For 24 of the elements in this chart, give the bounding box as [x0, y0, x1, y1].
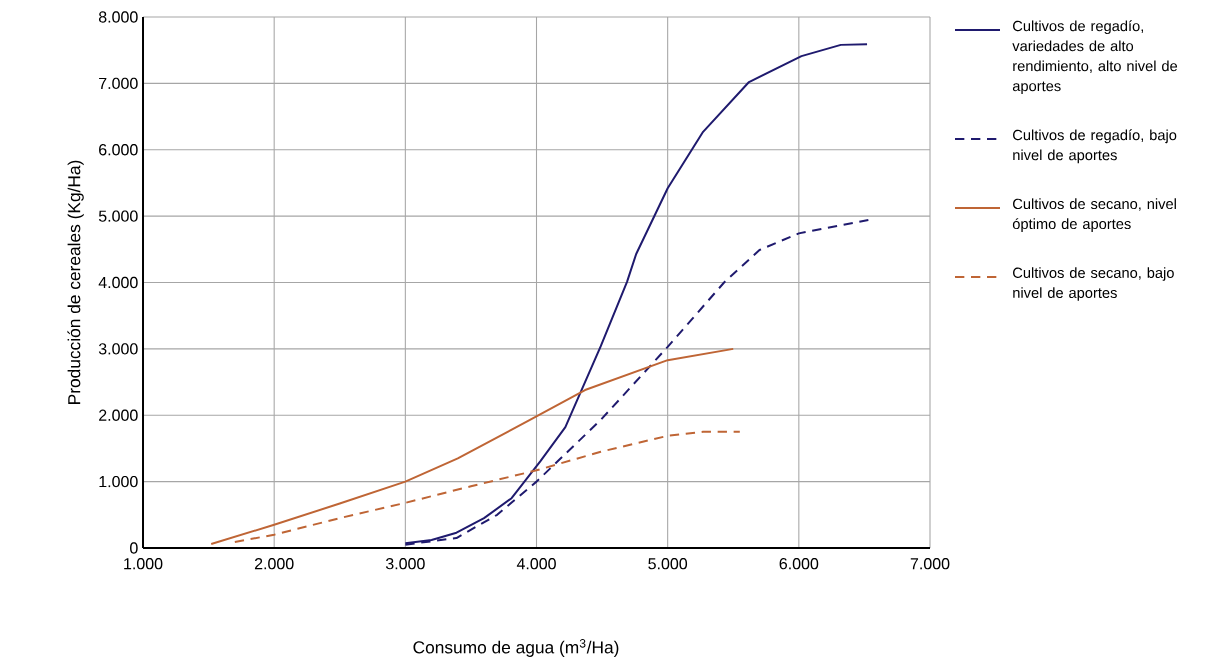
- legend-label: Cultivos de secano, bajo nivel de aportes: [1013, 267, 1174, 301]
- legend-label: Cultivos de regadío, bajo nivel de aportes: [1013, 129, 1177, 164]
- y-tick-label: 4.000: [98, 276, 138, 289]
- x-tick-label: 4.000: [516, 558, 556, 570]
- y-axis-title: Producción de cereales (Kg/Ha): [67, 160, 84, 404]
- y-tick-label: 1.000: [99, 475, 138, 488]
- x-tick-label: 3.000: [385, 558, 425, 570]
- x-tick-label: 6.000: [779, 558, 819, 570]
- x-tick-label: 1.000: [124, 558, 163, 570]
- x-tick-label: 7.000: [910, 558, 950, 570]
- y-tick-label: 0: [130, 542, 138, 554]
- y-tick-label: 7.000: [99, 77, 138, 90]
- line-series: [210, 347, 735, 545]
- y-tick-label: 8.000: [98, 11, 138, 23]
- y-tick-label: 2.000: [99, 409, 138, 421]
- legend-label: Cultivos de secano, nivel óptimo de aportes: [1012, 198, 1176, 232]
- x-tick-label: 5.000: [648, 558, 688, 570]
- x-axis-title: Consumo de agua (m$^{3}$/Ha): [413, 639, 619, 657]
- legend-label: Cultivos de regadío, variedades de alto rendimiento, alto nivel de aportes: [1012, 20, 1178, 95]
- y-tick-label: 6.000: [99, 144, 138, 156]
- x-tick-label: 2.000: [254, 558, 294, 570]
- y-tick-label: 5.000: [98, 210, 138, 222]
- line-series: [233, 430, 741, 544]
- y-tick-label: 3.000: [98, 343, 138, 355]
